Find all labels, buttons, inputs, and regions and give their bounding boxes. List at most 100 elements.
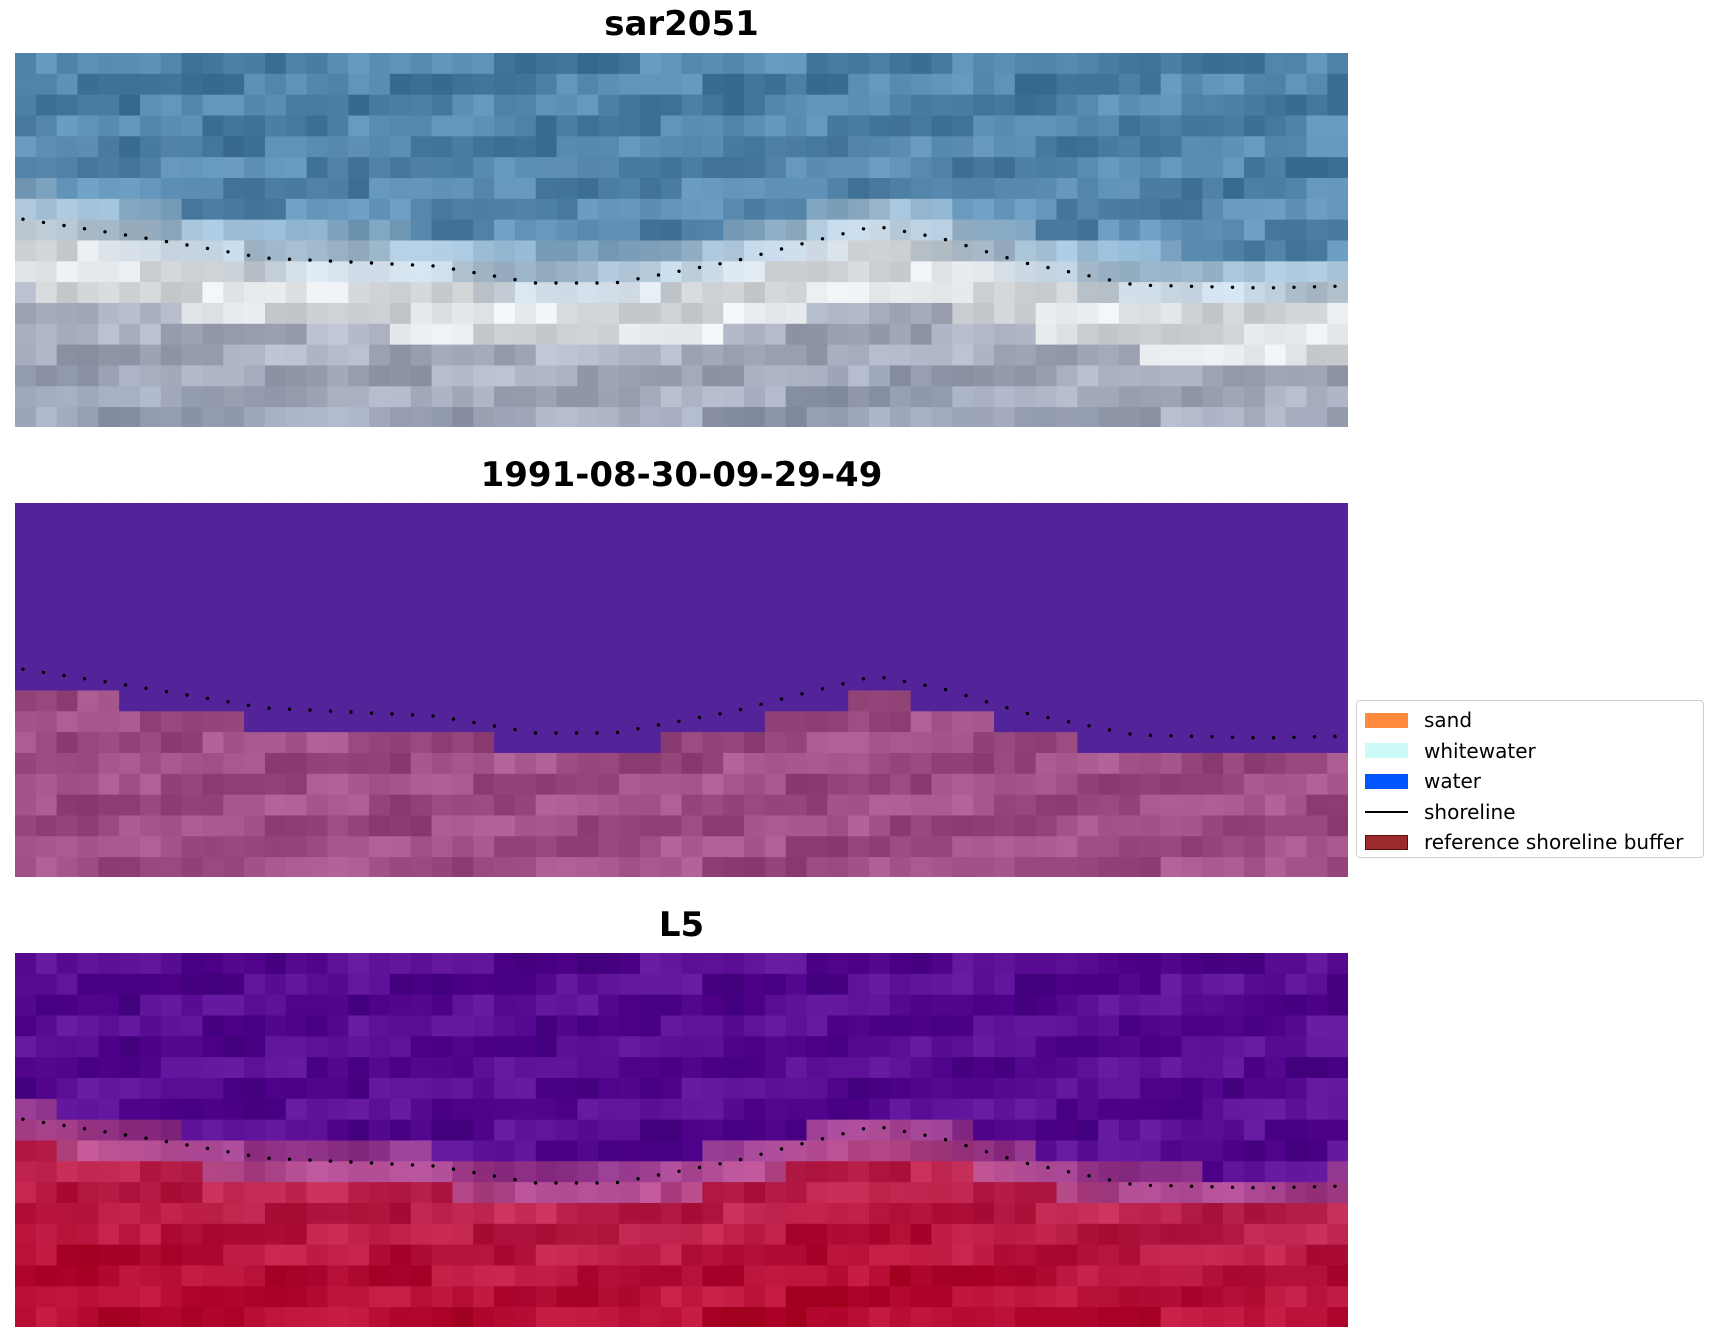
shoreline-point: [1210, 1185, 1214, 1189]
shoreline-point: [267, 706, 271, 710]
shoreline-point: [390, 712, 394, 716]
shoreline-point: [164, 689, 169, 694]
shoreline-point: [103, 1130, 107, 1134]
legend-label: water: [1424, 769, 1481, 794]
shoreline-point: [62, 1123, 66, 1128]
shoreline-point: [123, 1133, 128, 1137]
shoreline-point: [1046, 715, 1050, 720]
shoreline-point: [779, 247, 784, 251]
shoreline-point: [369, 1161, 374, 1165]
shoreline-point: [246, 703, 251, 707]
shoreline-point: [1066, 720, 1071, 724]
shoreline-point: [902, 1129, 907, 1134]
shoreline-point: [1107, 1178, 1112, 1182]
shoreline-point: [1312, 735, 1317, 739]
shoreline-point: [656, 1173, 661, 1177]
shoreline-point: [1107, 278, 1112, 282]
shoreline-point: [1189, 1184, 1194, 1188]
shoreline-point: [1148, 283, 1153, 288]
shoreline-point: [1292, 285, 1296, 289]
shoreline-point: [800, 692, 804, 696]
shoreline-line-swatch: [1365, 810, 1408, 813]
shoreline-point: [984, 250, 989, 254]
shoreline-point: [1230, 285, 1235, 289]
shoreline-point: [205, 246, 210, 251]
legend-item-sand: sand: [1365, 705, 1695, 736]
shoreline-point: [574, 1181, 579, 1185]
shoreline-point: [410, 263, 415, 267]
shoreline-point: [574, 281, 579, 285]
shoreline-point: [943, 237, 948, 242]
shoreline-point: [882, 676, 886, 680]
shoreline-point: [123, 683, 128, 687]
shoreline-point: [697, 265, 702, 270]
legend-label: shoreline: [1424, 799, 1516, 824]
shoreline-point: [964, 243, 968, 248]
shoreline-point: [349, 710, 353, 714]
legend-item-whitewater: whitewater: [1365, 736, 1695, 767]
falsecolor-image: [15, 953, 1348, 1327]
shoreline-point: [82, 677, 87, 681]
shoreline-point: [1169, 734, 1173, 738]
shoreline-point: [1128, 282, 1132, 286]
legend-item-water: water: [1365, 766, 1695, 797]
shoreline-point: [1087, 274, 1091, 278]
shoreline-point: [1189, 734, 1194, 738]
shoreline-point: [636, 1177, 640, 1181]
shoreline-point: [1292, 735, 1296, 739]
image-panel-rgb: [15, 53, 1348, 427]
shoreline-point: [595, 731, 599, 735]
shoreline-point: [943, 687, 948, 692]
legend: sand whitewater water shoreline referenc…: [1356, 700, 1704, 858]
shoreline-point: [308, 708, 312, 712]
shoreline-point: [656, 273, 661, 277]
shoreline-point: [718, 262, 722, 266]
shoreline-point: [533, 1181, 538, 1185]
shoreline-point: [1107, 728, 1112, 732]
legend-label: whitewater: [1424, 738, 1536, 763]
shoreline-point: [1087, 1174, 1091, 1178]
reference-buffer-swatch: [1365, 834, 1408, 850]
shoreline-point: [144, 236, 148, 240]
shoreline-point: [123, 233, 128, 237]
image-panel-classified: [15, 503, 1348, 877]
shoreline-point: [697, 1165, 702, 1170]
shoreline-point: [615, 280, 620, 285]
shoreline-point: [800, 242, 804, 246]
shoreline-point: [984, 1150, 989, 1154]
shoreline-point: [1025, 711, 1030, 716]
shoreline-point: [595, 281, 599, 285]
shoreline-point: [472, 270, 476, 275]
shoreline-point: [779, 1147, 784, 1151]
shoreline-point: [902, 679, 907, 684]
shoreline-point: [1333, 1184, 1337, 1188]
shoreline-point: [656, 723, 661, 727]
shoreline-point: [328, 1159, 333, 1163]
shoreline-point: [431, 264, 435, 268]
shoreline-point: [636, 727, 640, 731]
panel-title-3: L5: [658, 905, 705, 945]
shoreline-point: [1128, 1182, 1132, 1186]
shoreline-point: [267, 256, 271, 260]
shoreline-point: [410, 713, 415, 717]
shoreline-point: [841, 682, 845, 686]
shoreline-point: [1066, 270, 1071, 274]
shoreline-point: [861, 227, 866, 231]
shoreline-point: [882, 1126, 886, 1130]
shoreline-point: [738, 1157, 743, 1162]
shoreline-point: [308, 1158, 312, 1162]
shoreline-point: [62, 223, 66, 228]
shoreline-point: [1292, 1185, 1296, 1189]
shoreline-point: [1251, 286, 1255, 290]
shoreline-point: [615, 1180, 620, 1185]
legend-label: reference shoreline buffer: [1424, 830, 1684, 855]
shoreline-point: [1046, 265, 1050, 270]
shoreline-point: [349, 260, 353, 264]
shoreline-point: [1312, 285, 1317, 289]
shoreline-point: [472, 1170, 476, 1175]
shoreline-point: [1046, 1165, 1050, 1170]
panel-title-1: sar2051: [604, 4, 759, 44]
shoreline-point: [41, 670, 46, 675]
shoreline-point: [205, 1146, 210, 1151]
shoreline-point: [1210, 735, 1214, 739]
